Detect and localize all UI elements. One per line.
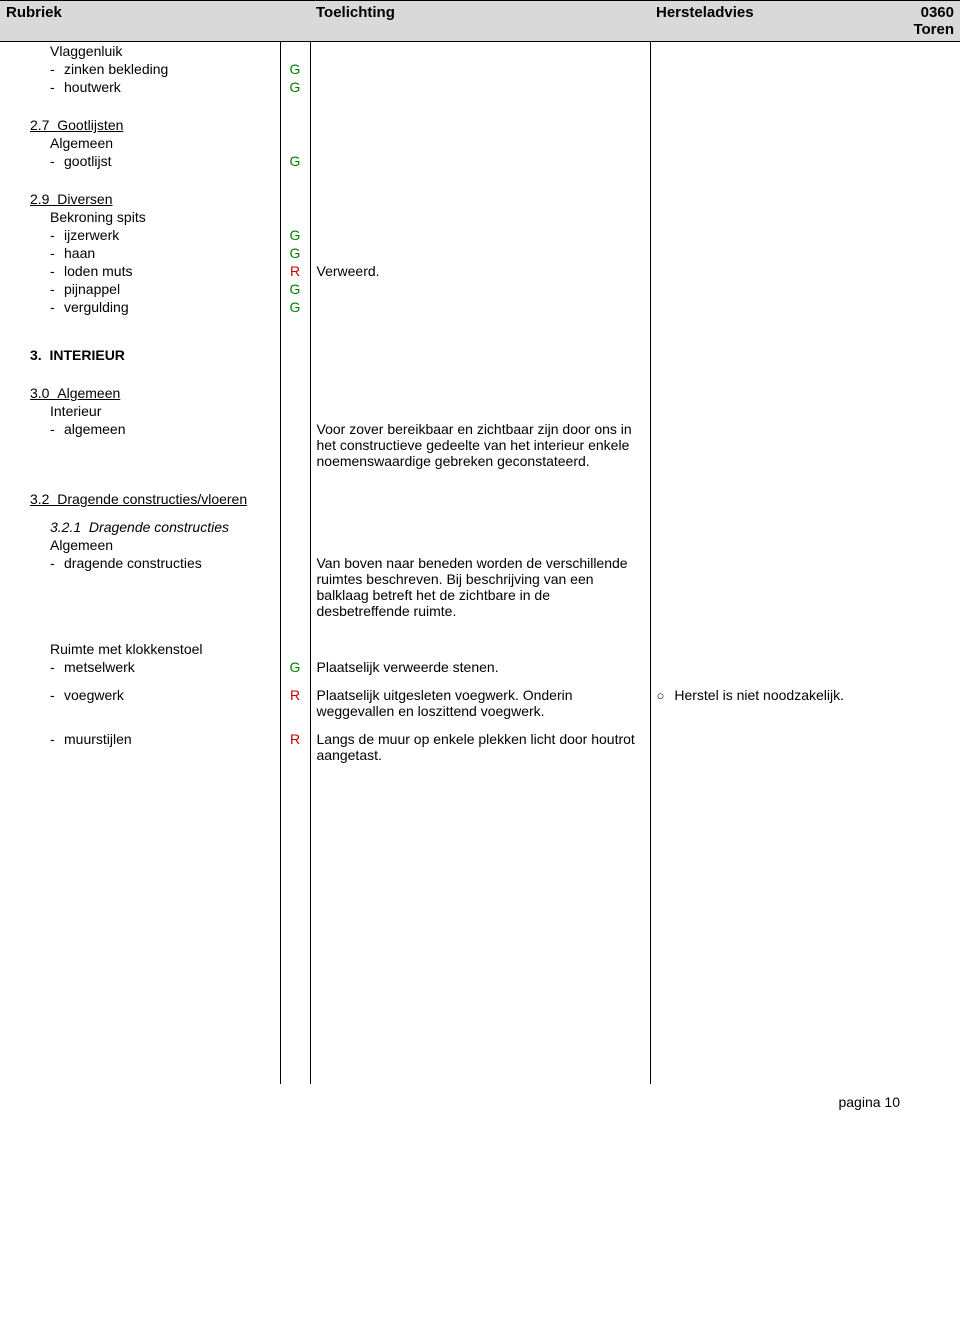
inspection-table: Rubriek Toelichting Hersteladvies 0360 T… [0,0,960,1084]
row-item: -metselwerk G Plaatselijk verweerde sten… [0,658,960,676]
toelichting: Plaatselijk uitgesleten voegwerk. Onderi… [310,686,650,720]
code: G [280,658,310,676]
row-item: -algemeen Voor zover bereikbaar en zicht… [0,420,960,470]
row-item: -muurstijlen R Langs de muur op enkele p… [0,730,960,764]
code [280,42,310,61]
page-number: pagina 10 [838,1094,900,1110]
page-footer: pagina 10 [0,1084,920,1110]
header-hersteladvies: Hersteladvies 0360 Toren [650,1,960,42]
advies [650,42,960,61]
label: -gootlijst [0,152,280,170]
section-title: 2.9 Diversen [0,190,280,208]
code: G [280,226,310,244]
label: -dragende constructies [0,554,280,620]
section-title: 3. INTERIEUR [0,346,280,364]
label: -voegwerk [0,686,280,720]
section-title: 2.7 Gootlijsten [0,116,280,134]
row-section-3-0: 3.0 Algemeen [0,384,960,402]
label: Interieur [0,402,280,420]
row-item: -gootlijst G [0,152,960,170]
section-title: 3.0 Algemeen [0,384,280,402]
label: -loden muts [0,262,280,280]
row-sub: Algemeen [0,536,960,554]
label: Vlaggenluik [0,42,280,61]
table-header: Rubriek Toelichting Hersteladvies 0360 T… [0,1,960,42]
row-item: -voegwerk R Plaatselijk uitgesleten voeg… [0,686,960,720]
header-rubriek: Rubriek [0,1,280,42]
circle-bullet-icon: ○ [657,687,665,705]
label: -vergulding [0,298,280,316]
code: R [280,730,310,764]
header-docsub: Toren [656,21,954,38]
row-item: -haan G [0,244,960,262]
toelichting: Van boven naar beneden worden de verschi… [310,554,650,620]
row-section-3: 3. INTERIEUR [0,346,960,364]
header-toelichting: Toelichting [310,1,650,42]
code: G [280,152,310,170]
label: Bekroning spits [0,208,280,226]
toelichting: Plaatselijk verweerde stenen. [310,658,650,676]
label: -haan [0,244,280,262]
section-title: 3.2 Dragende constructies/vloeren [0,490,280,508]
row-section-2-7: 2.7 Gootlijsten [0,116,960,134]
row-sub: Bekroning spits [0,208,960,226]
toelichting [310,78,650,96]
label: -pijnappel [0,280,280,298]
code: G [280,78,310,96]
label: Ruimte met klokkenstoel [0,640,280,658]
toelichting: Voor zover bereikbaar en zichtbaar zijn … [310,420,650,470]
label: -algemeen [0,420,280,470]
label: -houtwerk [0,78,280,96]
row-item: -dragende constructies Van boven naar be… [0,554,960,620]
toelichting [310,42,650,61]
row-item: -pijnappel G [0,280,960,298]
row-item: -zinken bekleding G [0,60,960,78]
row-sub: Interieur [0,402,960,420]
row-item: -houtwerk G [0,78,960,96]
label: -zinken bekleding [0,60,280,78]
row-section-3-2: 3.2 Dragende constructies/vloeren [0,490,960,508]
row-section-2-9: 2.9 Diversen [0,190,960,208]
page: Rubriek Toelichting Hersteladvies 0360 T… [0,0,960,1150]
row-item: -loden muts R Verweerd. [0,262,960,280]
label: -muurstijlen [0,730,280,764]
row-subsection-3-2-1: 3.2.1 Dragende constructies [0,518,960,536]
label: -metselwerk [0,658,280,676]
code: R [280,262,310,280]
subsection-title: 3.2.1 Dragende constructies [0,518,280,536]
row-klokkenstoel-title: Ruimte met klokkenstoel [0,640,960,658]
code: G [280,298,310,316]
advies: ○ Herstel is niet noodzakelijk. [650,686,960,720]
code: G [280,60,310,78]
toelichting [310,60,650,78]
row-sub: Algemeen [0,134,960,152]
row-item: -vergulding G [0,298,960,316]
label: -ijzerwerk [0,226,280,244]
code: G [280,280,310,298]
row-item: -ijzerwerk G [0,226,960,244]
toelichting: Langs de muur op enkele plekken licht do… [310,730,650,764]
advies [650,78,960,96]
advies-text: Herstel is niet noodzakelijk. [674,687,844,705]
code: G [280,244,310,262]
row-vlaggenluik-title: Vlaggenluik [0,42,960,61]
toelichting: Verweerd. [310,262,650,280]
advies [650,60,960,78]
code: R [280,686,310,720]
label: Algemeen [0,536,280,554]
label: Algemeen [0,134,280,152]
header-advies-label: Hersteladvies [656,4,754,21]
header-code [280,1,310,42]
